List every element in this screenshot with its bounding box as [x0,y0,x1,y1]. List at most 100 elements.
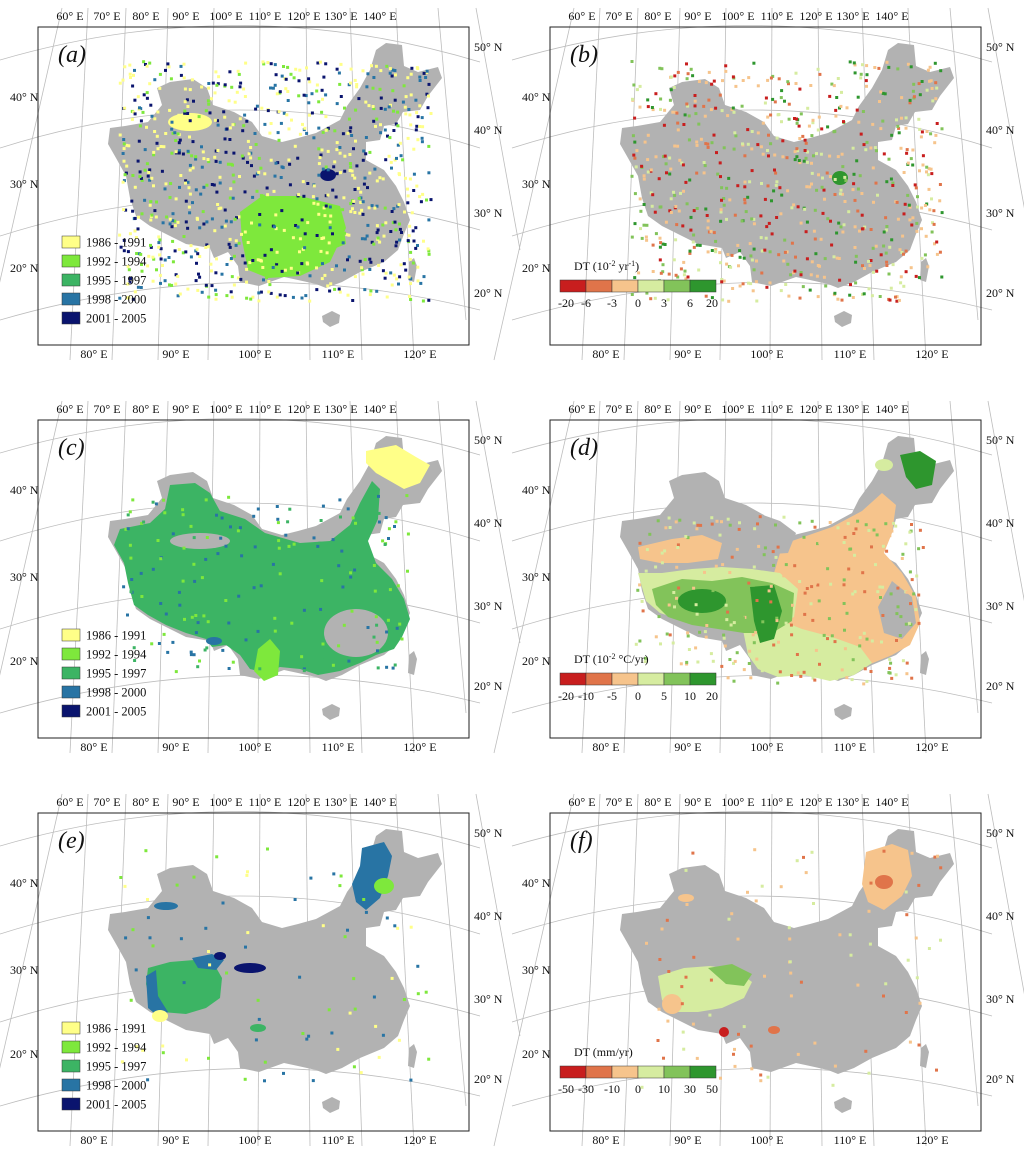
bottom-tick-label: 110° E [322,1133,355,1147]
colorbar-swatch [637,1065,665,1079]
bottom-tick-label: 100° E [238,347,271,361]
bottom-tick-label: 120° E [915,1133,948,1147]
bottom-tick-label: 90° E [162,347,189,361]
top-tick-label: 90° E [172,9,199,23]
period-legend: 1986 - 1991 1992 - 1994 1995 - 1997 1998 - … [61,236,147,326]
right-tick-label: 20° N [986,1072,1015,1086]
colorbar-title: DT (10-2 °C/yr) [574,652,649,667]
hainan-shape [834,311,852,327]
bottom-tick-label: 110° E [322,347,355,361]
pixel-scatter [122,493,410,674]
top-tick-label: 140° E [363,9,396,23]
green-southeast-patch [250,1024,266,1032]
colorbar-tick-label: -20 [558,296,574,310]
legend-label: 1992 - 1994 [86,648,147,662]
left-tick-label: 30° N [10,963,39,977]
top-tick-label: 60° E [568,795,595,809]
left-tick-label: 20° N [10,654,39,668]
axis-ticks: 60° E 70° E 80° E 90° E 100° E 110° E 120° E 13… [522,9,1015,361]
colorbar-tick-label: -10 [604,1082,620,1096]
bottom-tick-label: 110° E [322,740,355,754]
bottom-tick-label: 100° E [750,740,783,754]
colorbar-swatch [663,279,691,293]
bottom-tick-label: 90° E [162,1133,189,1147]
right-tick-label: 50° N [474,40,503,54]
hainan-shape [322,1097,340,1113]
colorbar-tick-label: -20 [558,689,574,703]
map-panel-f: 60° E 70° E 80° E 90° E 100° E 110° E 120° E 13… [493,786,1024,1147]
left-tick-label: 20° N [522,654,551,668]
legend-label: 1998 - 2000 [86,293,146,307]
colorbar-swatch [585,279,613,293]
green-central-region [296,208,346,252]
top-tick-label: 130° E [836,795,869,809]
top-tick-label: 140° E [875,9,908,23]
top-tick-label: 70° E [605,795,632,809]
map-svg-e: 60° E 70° E 80° E 90° E 100° E 110° E 120° E 13… [0,793,521,1147]
light-green-northeast-patch [374,878,394,894]
bottom-tick-label: 80° E [80,1133,107,1147]
yellow-northeast-region [366,445,430,489]
right-tick-label: 30° N [986,992,1015,1006]
colorbar-swatch [689,672,717,686]
colorbar-swatch [637,279,665,293]
bottom-tick-label: 100° E [750,347,783,361]
top-tick-label: 100° E [721,9,754,23]
mainland-shape [108,43,442,288]
legend-label: 1998 - 2000 [86,686,146,700]
colorbar-swatch [611,672,639,686]
axis-ticks: 60° E 70° E 80° E 90° E 100° E 110° E 120° E 13… [10,402,503,754]
blue-northeast-region [352,842,392,910]
top-tick-label: 120° E [799,795,832,809]
colorbar-tick-label: 0 [635,1082,641,1096]
pixel-scatter [118,60,433,303]
right-tick-label: 50° N [474,433,503,447]
left-tick-label: 20° N [10,1047,39,1061]
taiwan-shape [408,1044,417,1068]
right-tick-label: 40° N [474,516,503,530]
bottom-tick-label: 80° E [80,347,107,361]
colorbar-swatch [559,279,587,293]
top-tick-label: 80° E [132,402,159,416]
top-tick-label: 90° E [684,9,711,23]
bottom-tick-label: 120° E [403,347,436,361]
green-tibet-region [146,960,222,1014]
left-tick-label: 20° N [10,261,39,275]
mainland-shape [620,43,954,288]
colorbar-tick-label: 0 [635,296,641,310]
left-tick-label: 30° N [522,963,551,977]
legend-label: 1995 - 1997 [86,274,146,288]
gray-central-region [714,511,796,555]
light-green-south-patch [254,639,280,681]
right-tick-label: 40° N [986,123,1015,137]
orange-tarim-region [638,535,722,563]
top-tick-label: 140° E [363,402,396,416]
top-tick-label: 70° E [93,9,120,23]
right-tick-label: 20° N [474,1072,503,1086]
right-tick-label: 30° N [474,206,503,220]
axis-ticks: 60° E 70° E 80° E 90° E 100° E 110° E 120° E 13… [522,795,1015,1147]
colorbar-tick-label: -6 [581,296,591,310]
top-tick-label: 80° E [132,9,159,23]
right-tick-label: 30° N [986,599,1015,613]
top-tick-label: 60° E [56,402,83,416]
map-frame [549,419,982,739]
map-panel-b: 60° E 70° E 80° E 90° E 100° E 110° E 120° E 13… [493,0,1024,361]
top-tick-label: 90° E [172,402,199,416]
right-tick-label: 30° N [474,599,503,613]
hainan-shape [322,704,340,720]
legend-label: 1998 - 2000 [86,1079,146,1093]
light-green-northeast [875,459,893,471]
top-tick-label: 110° E [249,795,282,809]
right-tick-label: 20° N [986,679,1015,693]
panel-label: (b) [570,42,598,68]
green-tibet-patch [708,964,752,986]
map-frame [549,812,982,1132]
colorbar-swatch [585,672,613,686]
taiwan-shape [408,651,417,675]
colorbar-title: DT (mm/yr) [574,1045,633,1059]
axis-ticks: 60° E 70° E 80° E 90° E 100° E 110° E 120° E 13… [10,9,503,361]
top-tick-label: 110° E [761,9,794,23]
period-legend: 1986 - 1991 1992 - 1994 1995 - 1997 1998 - … [61,629,147,719]
dark-green-cluster [832,171,848,185]
